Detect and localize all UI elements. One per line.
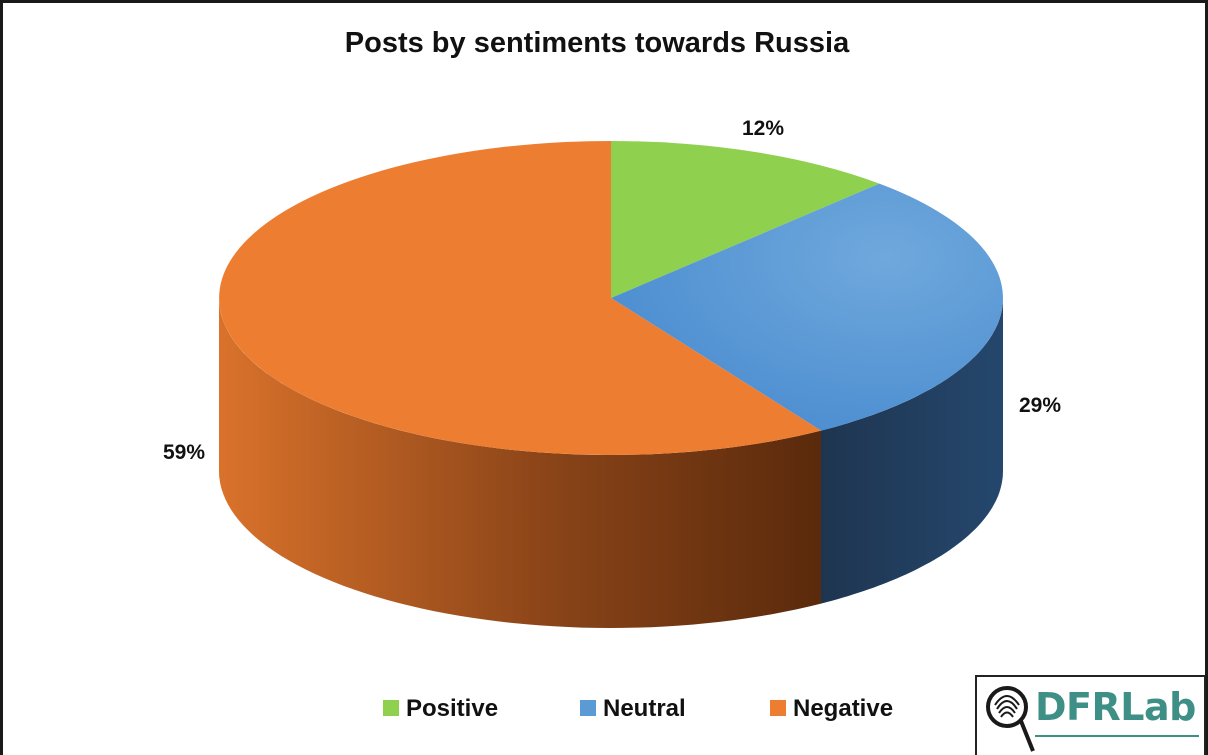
dfrlab-logo: DFRLab (975, 675, 1206, 755)
pie-data-labels: 12% 29% 59% (163, 117, 1061, 464)
legend-label-neutral: Neutral (603, 695, 686, 722)
pie-slice-neutral (611, 183, 1003, 431)
legend-swatch-negative (770, 700, 786, 716)
pie-top (219, 141, 1003, 455)
legend-label-positive: Positive (406, 695, 498, 722)
logo-text: DFRLab (1035, 685, 1196, 729)
pie-sides (219, 298, 1003, 628)
fingerprint-magnifier-icon (986, 686, 1035, 752)
legend-label-negative: Negative (793, 695, 893, 722)
data-label-neutral: 29% (1019, 394, 1061, 417)
legend-swatch-positive (383, 700, 399, 716)
legend-swatch-neutral (580, 700, 596, 716)
pie-slice-negative (219, 141, 821, 455)
data-label-negative: 59% (163, 441, 205, 464)
pie-slice-positive (611, 141, 880, 298)
data-label-positive: 12% (742, 117, 784, 140)
logo-underline (1035, 735, 1199, 737)
pie-side-negative (219, 298, 821, 628)
pie-side-neutral (821, 298, 1003, 604)
legend: Positive Neutral Negative (383, 695, 893, 722)
chart-title: Posts by sentiments towards Russia (345, 27, 850, 59)
